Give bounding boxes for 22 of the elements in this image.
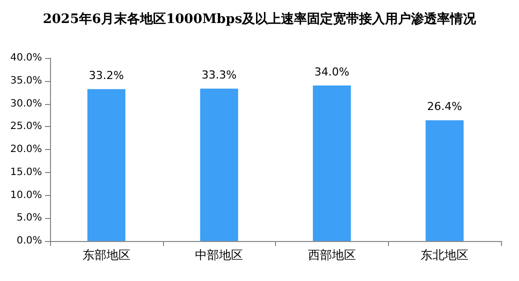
bar	[426, 120, 464, 241]
y-tick-label: 30.0%	[10, 98, 42, 110]
y-tick-label: 10.0%	[10, 190, 42, 201]
y-tick-label: 15.0%	[10, 166, 42, 178]
x-tick-label: 东北地区	[420, 248, 469, 262]
y-tick-label: 40.0%	[10, 52, 42, 64]
y-tick-label: 35.0%	[10, 75, 42, 86]
chart-title: 2025年6月末各地区1000Mbps及以上速率固定宽带接入用户渗透率情况	[42, 11, 478, 27]
y-tick-label: 0.0%	[16, 236, 42, 246]
bar	[312, 85, 351, 241]
data-label: 33.3%	[202, 68, 237, 82]
x-tick-label: 中部地区	[195, 248, 244, 262]
y-tick-label: 20.0%	[10, 144, 42, 155]
bar	[200, 88, 238, 241]
data-label: 34.0%	[314, 65, 350, 78]
x-tick-label: 西部地区	[308, 248, 356, 262]
data-label: 33.2%	[88, 69, 124, 82]
y-tick-label: 25.0%	[10, 121, 42, 132]
data-label: 26.4%	[427, 100, 462, 114]
x-tick-label: 东部地区	[82, 248, 130, 262]
y-tick-label: 5.0%	[16, 212, 42, 224]
bar	[87, 89, 126, 241]
